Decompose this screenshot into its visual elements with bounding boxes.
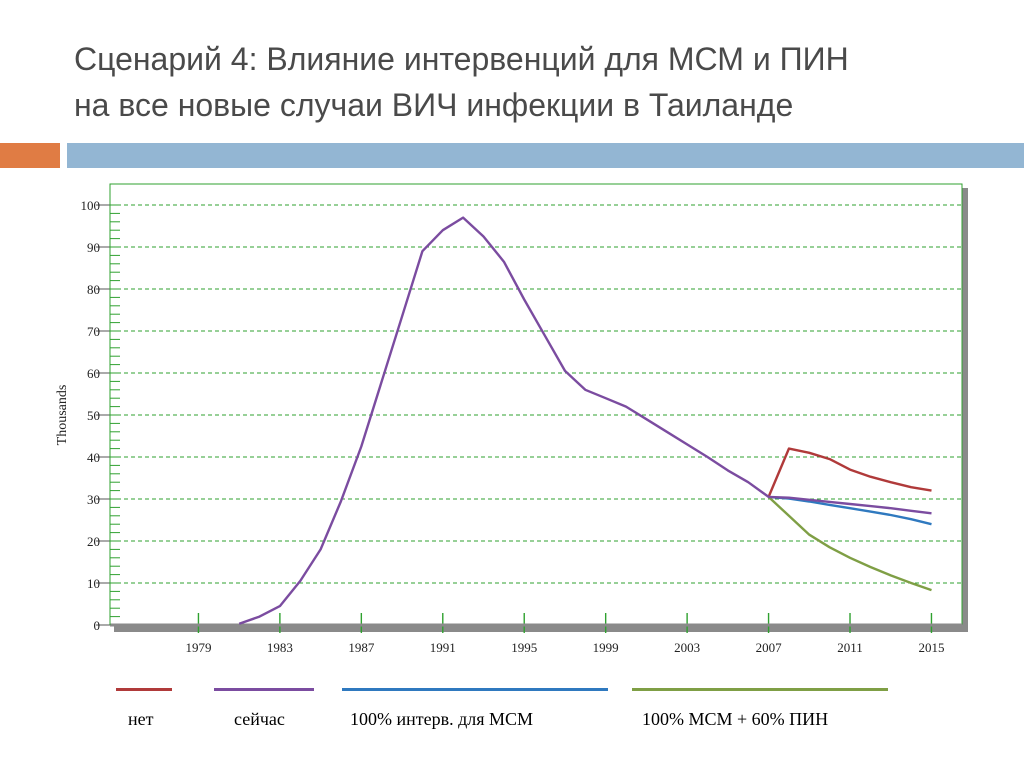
title-line-1: Сценарий 4: Влияние интервенций для МСМ … — [74, 41, 849, 77]
y-tick-label: 60 — [87, 366, 100, 381]
series-line-0 — [238, 216, 932, 625]
x-tick-label: 1999 — [593, 640, 619, 655]
legend-swatch-msm — [342, 688, 608, 691]
y-tick-label: 20 — [87, 534, 100, 549]
title-line-2: на все новые случаи ВИЧ инфекции в Таила… — [74, 87, 794, 123]
y-tick-label: 10 — [87, 576, 100, 591]
plot-frame — [109, 183, 963, 625]
legend-label-msm: 100% интерв. для МСМ — [350, 709, 534, 729]
accent-bar-blue — [67, 143, 1024, 168]
y-tick-label: 30 — [87, 492, 100, 507]
y-tick-label: 100 — [81, 198, 101, 213]
legend-swatch-seichas — [214, 688, 314, 691]
y-axis-title: Thousands — [55, 385, 70, 446]
legend-label-net: нет — [128, 709, 154, 729]
x-tick-label: 1983 — [267, 640, 293, 655]
y-tick-label: 90 — [87, 240, 100, 255]
x-tick-label: 2003 — [674, 640, 700, 655]
line-chart: 0 10 20 30 40 50 60 70 80 90 100 1979 1983 1987 1991 19… — [55, 183, 968, 655]
x-tick-label: 1991 — [430, 640, 456, 655]
accent-bar-orange — [0, 143, 60, 168]
y-tick-label: 80 — [87, 282, 100, 297]
x-tick-label: 2015 — [918, 640, 944, 655]
x-tick-label: 2011 — [837, 640, 863, 655]
series-line-3 — [767, 496, 932, 592]
y-tick-label: 40 — [87, 450, 100, 465]
y-tick-label: 0 — [94, 618, 101, 633]
series-line-1 — [767, 447, 932, 498]
legend-label-seichas: сейчас — [234, 709, 285, 729]
y-tick-label: 50 — [87, 408, 100, 423]
x-tick-label: 1979 — [185, 640, 211, 655]
slide-title: Сценарий 4: Влияние интервенций для МСМ … — [74, 36, 974, 128]
legend-swatch-msm-pin — [632, 688, 888, 691]
x-tick-label: 2007 — [756, 640, 783, 655]
legend: нет сейчас 100% интерв. для МСМ 100% МСМ… — [0, 686, 1024, 736]
y-tick-label: 70 — [87, 324, 100, 339]
legend-swatch-net — [116, 688, 172, 691]
x-tick-label: 1987 — [348, 640, 375, 655]
legend-label-msm-pin: 100% МСМ + 60% ПИН — [642, 709, 829, 729]
x-tick-label: 1995 — [511, 640, 537, 655]
